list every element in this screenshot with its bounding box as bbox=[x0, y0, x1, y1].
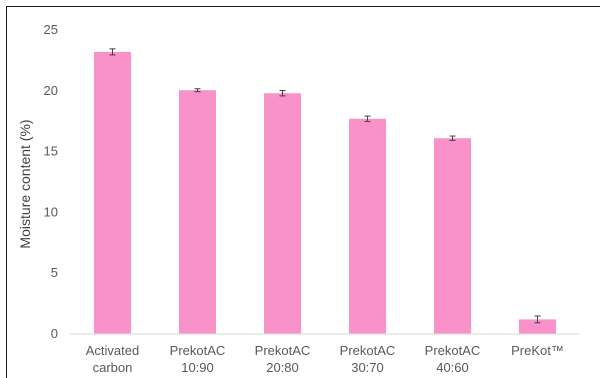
x-tick-label: 20:80 bbox=[266, 360, 299, 375]
x-tick-label: 40:60 bbox=[436, 360, 469, 375]
y-tick-labels: 0 5 10 15 20 25 bbox=[44, 22, 58, 341]
y-tick-label: 15 bbox=[44, 144, 58, 159]
bar bbox=[264, 93, 301, 335]
x-tick-label: PrekotAC bbox=[340, 343, 396, 358]
x-tick-label: Activated bbox=[86, 343, 139, 358]
x-tick-label: PrekotAC bbox=[170, 343, 226, 358]
error-bar bbox=[279, 90, 286, 97]
y-tick-label: 10 bbox=[44, 204, 58, 219]
error-bar bbox=[109, 48, 116, 56]
error-bar bbox=[449, 135, 456, 141]
x-tick-label: PrekotAC bbox=[255, 343, 311, 358]
error-bar bbox=[534, 315, 541, 324]
error-bar bbox=[364, 115, 371, 122]
bar bbox=[519, 319, 556, 334]
bar bbox=[179, 90, 216, 334]
y-tick-label: 0 bbox=[51, 326, 58, 341]
bar bbox=[94, 51, 131, 334]
bar bbox=[434, 138, 471, 334]
bars bbox=[94, 51, 556, 335]
x-tick-label: carbon bbox=[93, 360, 133, 375]
chart-frame bbox=[6, 6, 600, 378]
y-tick-label: 20 bbox=[44, 83, 58, 98]
bar bbox=[349, 118, 386, 334]
error-bars bbox=[109, 48, 541, 324]
y-tick-label: 25 bbox=[44, 22, 58, 37]
x-tick-labels: Activated carbon PrekotAC 10:90 PrekotAC 20:8… bbox=[86, 343, 564, 375]
x-tick-label: PrekotAC bbox=[425, 343, 481, 358]
x-tick-label: PreKot™ bbox=[511, 343, 564, 358]
y-tick-label: 5 bbox=[51, 265, 58, 280]
y-axis-label-group: Moisture content (%) bbox=[17, 119, 33, 248]
error-bar bbox=[194, 88, 201, 93]
y-axis-label: Moisture content (%) bbox=[17, 119, 33, 248]
x-tick-label: 10:90 bbox=[181, 360, 214, 375]
x-tick-label: 30:70 bbox=[351, 360, 384, 375]
